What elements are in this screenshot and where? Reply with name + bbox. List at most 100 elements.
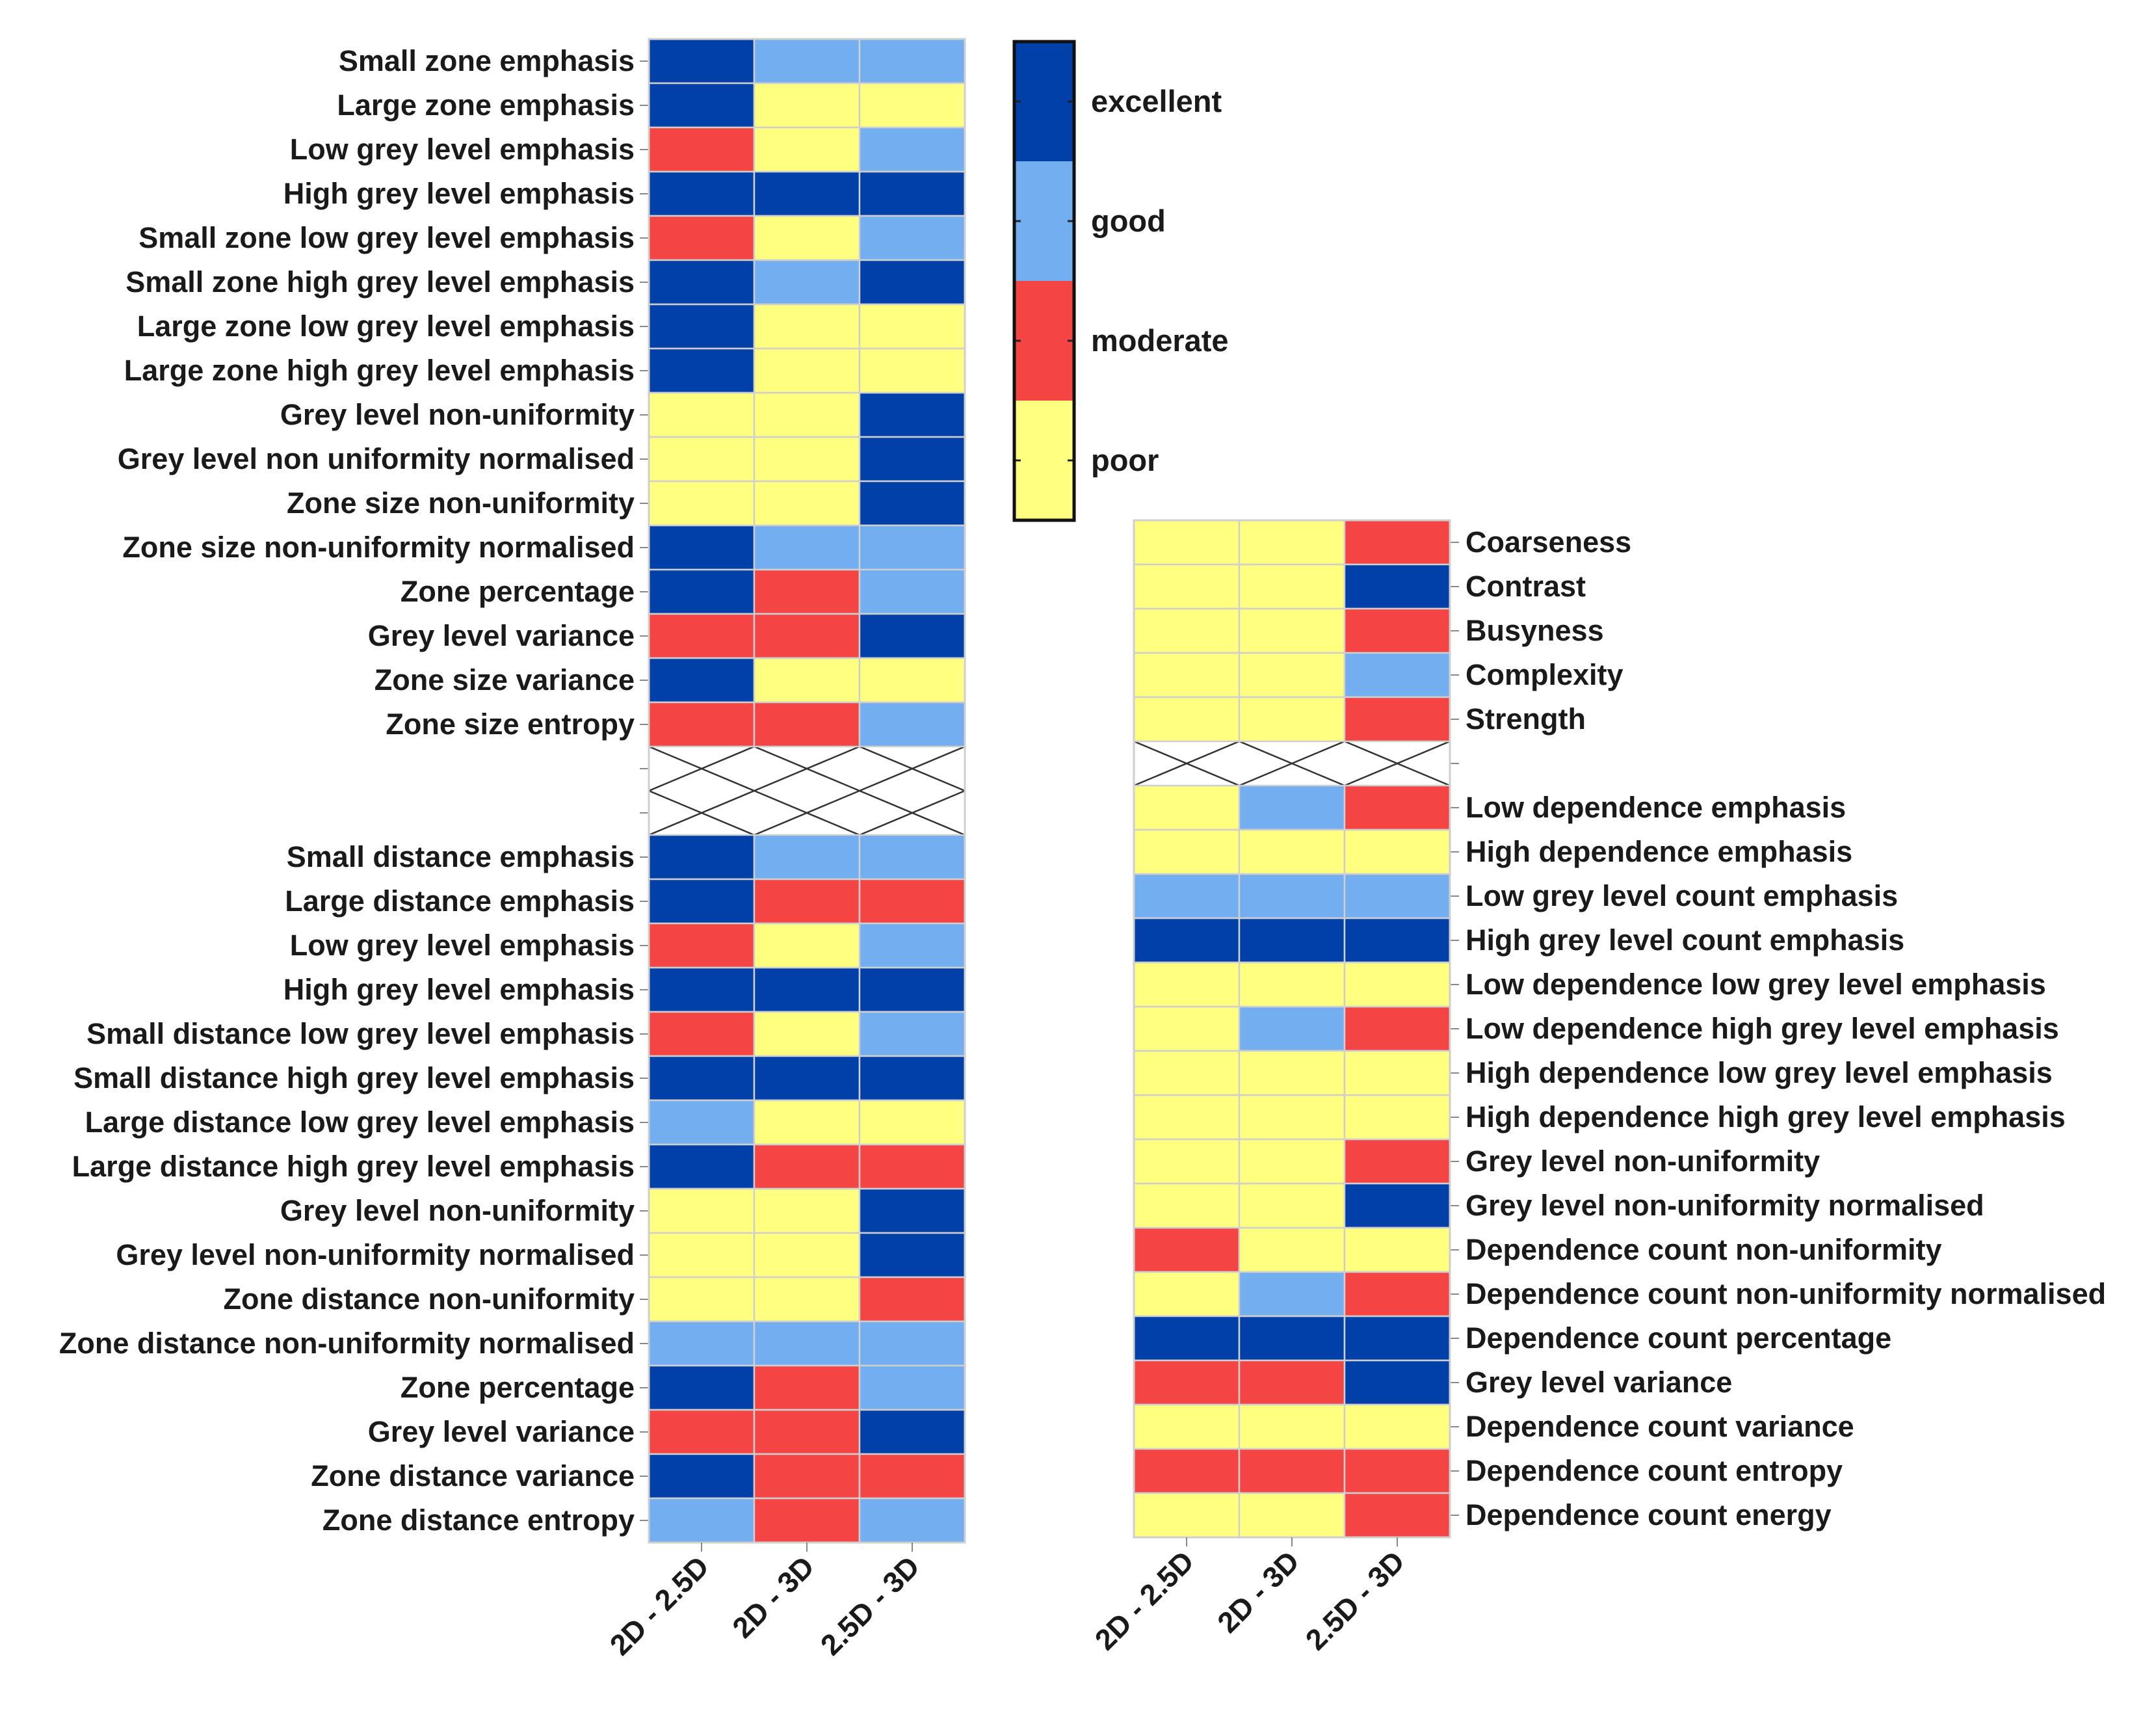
row-label: Dependence count non-uniformity	[1466, 1233, 1942, 1266]
heatmap-cell	[1238, 828, 1346, 875]
legend-swatch-excellent	[1014, 42, 1074, 161]
heatmap-cell	[648, 303, 756, 350]
heatmap-cell	[648, 1055, 756, 1102]
row-label: Large distance high grey level emphasis	[72, 1150, 635, 1183]
heatmap-cell	[753, 922, 861, 969]
heatmap-cell	[648, 568, 756, 615]
heatmap-cell	[753, 878, 861, 925]
left-heatmap-panel: Small zone emphasis Large zone emphasis Lo…	[59, 38, 966, 1662]
heatmap-cell	[858, 126, 966, 173]
heatmap-cell	[1133, 652, 1241, 698]
heatmap-cell	[1343, 1182, 1451, 1229]
row-label: Large distance emphasis	[285, 884, 635, 918]
heatmap-cell	[753, 1187, 861, 1234]
heatmap-cell	[648, 524, 756, 571]
heatmap-cell	[648, 1187, 756, 1234]
heatmap-cell	[1238, 1138, 1346, 1185]
heatmap-cell	[858, 1011, 966, 1057]
heatmap-cell	[753, 524, 861, 571]
heatmap-cell	[1238, 1448, 1346, 1494]
heatmap-cell	[753, 613, 861, 659]
heatmap-cell	[648, 170, 756, 217]
heatmap-cell	[648, 966, 756, 1013]
heatmap-cell	[648, 1143, 756, 1190]
row-label: Large zone low grey level emphasis	[137, 310, 635, 343]
heatmap-cell	[1238, 784, 1346, 831]
heatmap-cell	[1343, 873, 1451, 920]
row-label: Small distance high grey level emphasis	[73, 1061, 635, 1094]
row-label: Low dependence high grey level emphasis	[1466, 1012, 2059, 1045]
row-label: Grey level variance	[368, 619, 635, 652]
heatmap-cell	[858, 259, 966, 306]
heatmap-cell	[1343, 563, 1451, 610]
row-label: Dependence count percentage	[1466, 1321, 1891, 1355]
heatmap-cell	[1343, 1005, 1451, 1052]
row-label: Grey level non-uniformity	[280, 1194, 635, 1227]
row-label: Low grey level emphasis	[290, 929, 635, 962]
row-label: Low dependence low grey level emphasis	[1466, 968, 2046, 1001]
heatmap-cell	[1238, 917, 1346, 964]
heatmap-cell	[1238, 1359, 1346, 1406]
row-label: Zone percentage	[401, 575, 635, 608]
gap-cross-line	[1133, 740, 1240, 787]
row-label: Complexity	[1466, 658, 1624, 691]
heatmap-cell	[1343, 519, 1451, 566]
heatmap-cell	[648, 391, 756, 438]
heatmap-cell	[753, 834, 861, 881]
heatmap-cell	[753, 1011, 861, 1057]
row-label: Small zone low grey level emphasis	[138, 221, 635, 254]
row-label: Dependence count non-uniformity normalis…	[1466, 1277, 2106, 1310]
heatmap-cell	[858, 834, 966, 881]
row-label: Dependence count energy	[1466, 1498, 1832, 1531]
heatmap-cell	[753, 391, 861, 438]
gap-cross-line	[1344, 740, 1451, 787]
heatmap-cell	[1238, 873, 1346, 920]
heatmap-cell	[858, 1187, 966, 1234]
heatmap-cell	[1133, 519, 1241, 566]
row-label: Grey level non-uniformity	[1466, 1145, 1820, 1178]
heatmap-cell	[1343, 1492, 1451, 1539]
legend-label-excellent: excellent	[1091, 84, 1222, 118]
heatmap-cell	[648, 215, 756, 261]
heatmap-cell	[753, 303, 861, 350]
row-label: Zone size non-uniformity	[287, 486, 635, 520]
heatmap-cell	[753, 1055, 861, 1102]
heatmap-cell	[1343, 1403, 1451, 1450]
heatmap-cell	[753, 82, 861, 129]
row-label: Zone size non-uniformity normalised	[122, 531, 635, 564]
heatmap-cell	[753, 126, 861, 173]
heatmap-cell	[1133, 563, 1241, 610]
heatmap-cell	[1238, 607, 1346, 654]
heatmap-cell	[648, 436, 756, 483]
heatmap-cell	[753, 1276, 861, 1323]
column-label: 2D - 3D	[1211, 1544, 1306, 1639]
heatmap-cell	[648, 1409, 756, 1455]
heatmap-cell	[1238, 696, 1346, 743]
heatmap-cell	[858, 436, 966, 483]
heatmap-cell	[648, 1364, 756, 1411]
row-label: Small distance low grey level emphasis	[86, 1017, 635, 1050]
gap-cross-line	[648, 789, 755, 836]
heatmap-cell	[1238, 1226, 1346, 1273]
row-label: High grey level count emphasis	[1466, 923, 1904, 957]
gap-cross-line	[754, 745, 860, 792]
heatmap-cell	[858, 1276, 966, 1323]
heatmap-cell	[1238, 1403, 1346, 1450]
column-label: 2.5D - 3D	[814, 1550, 926, 1662]
heatmap-cell	[753, 1232, 861, 1278]
heatmap-cell	[1133, 1448, 1241, 1494]
heatmap-cell	[1343, 917, 1451, 964]
heatmap-cell	[648, 613, 756, 659]
row-label: High dependence low grey level emphasis	[1466, 1056, 2053, 1089]
heatmap-cell	[648, 82, 756, 129]
heatmap-cell	[1133, 1182, 1241, 1229]
heatmap-cell	[648, 1232, 756, 1278]
heatmap-cell	[858, 568, 966, 615]
row-label: Large distance low grey level emphasis	[85, 1106, 635, 1139]
heatmap-cell	[1238, 1094, 1346, 1141]
heatmap-cell	[1343, 1359, 1451, 1406]
row-label: Small distance emphasis	[287, 840, 635, 873]
heatmap-cell	[1133, 1315, 1241, 1362]
row-label: Large zone emphasis	[337, 88, 635, 122]
heatmap-cell	[1238, 1005, 1346, 1052]
